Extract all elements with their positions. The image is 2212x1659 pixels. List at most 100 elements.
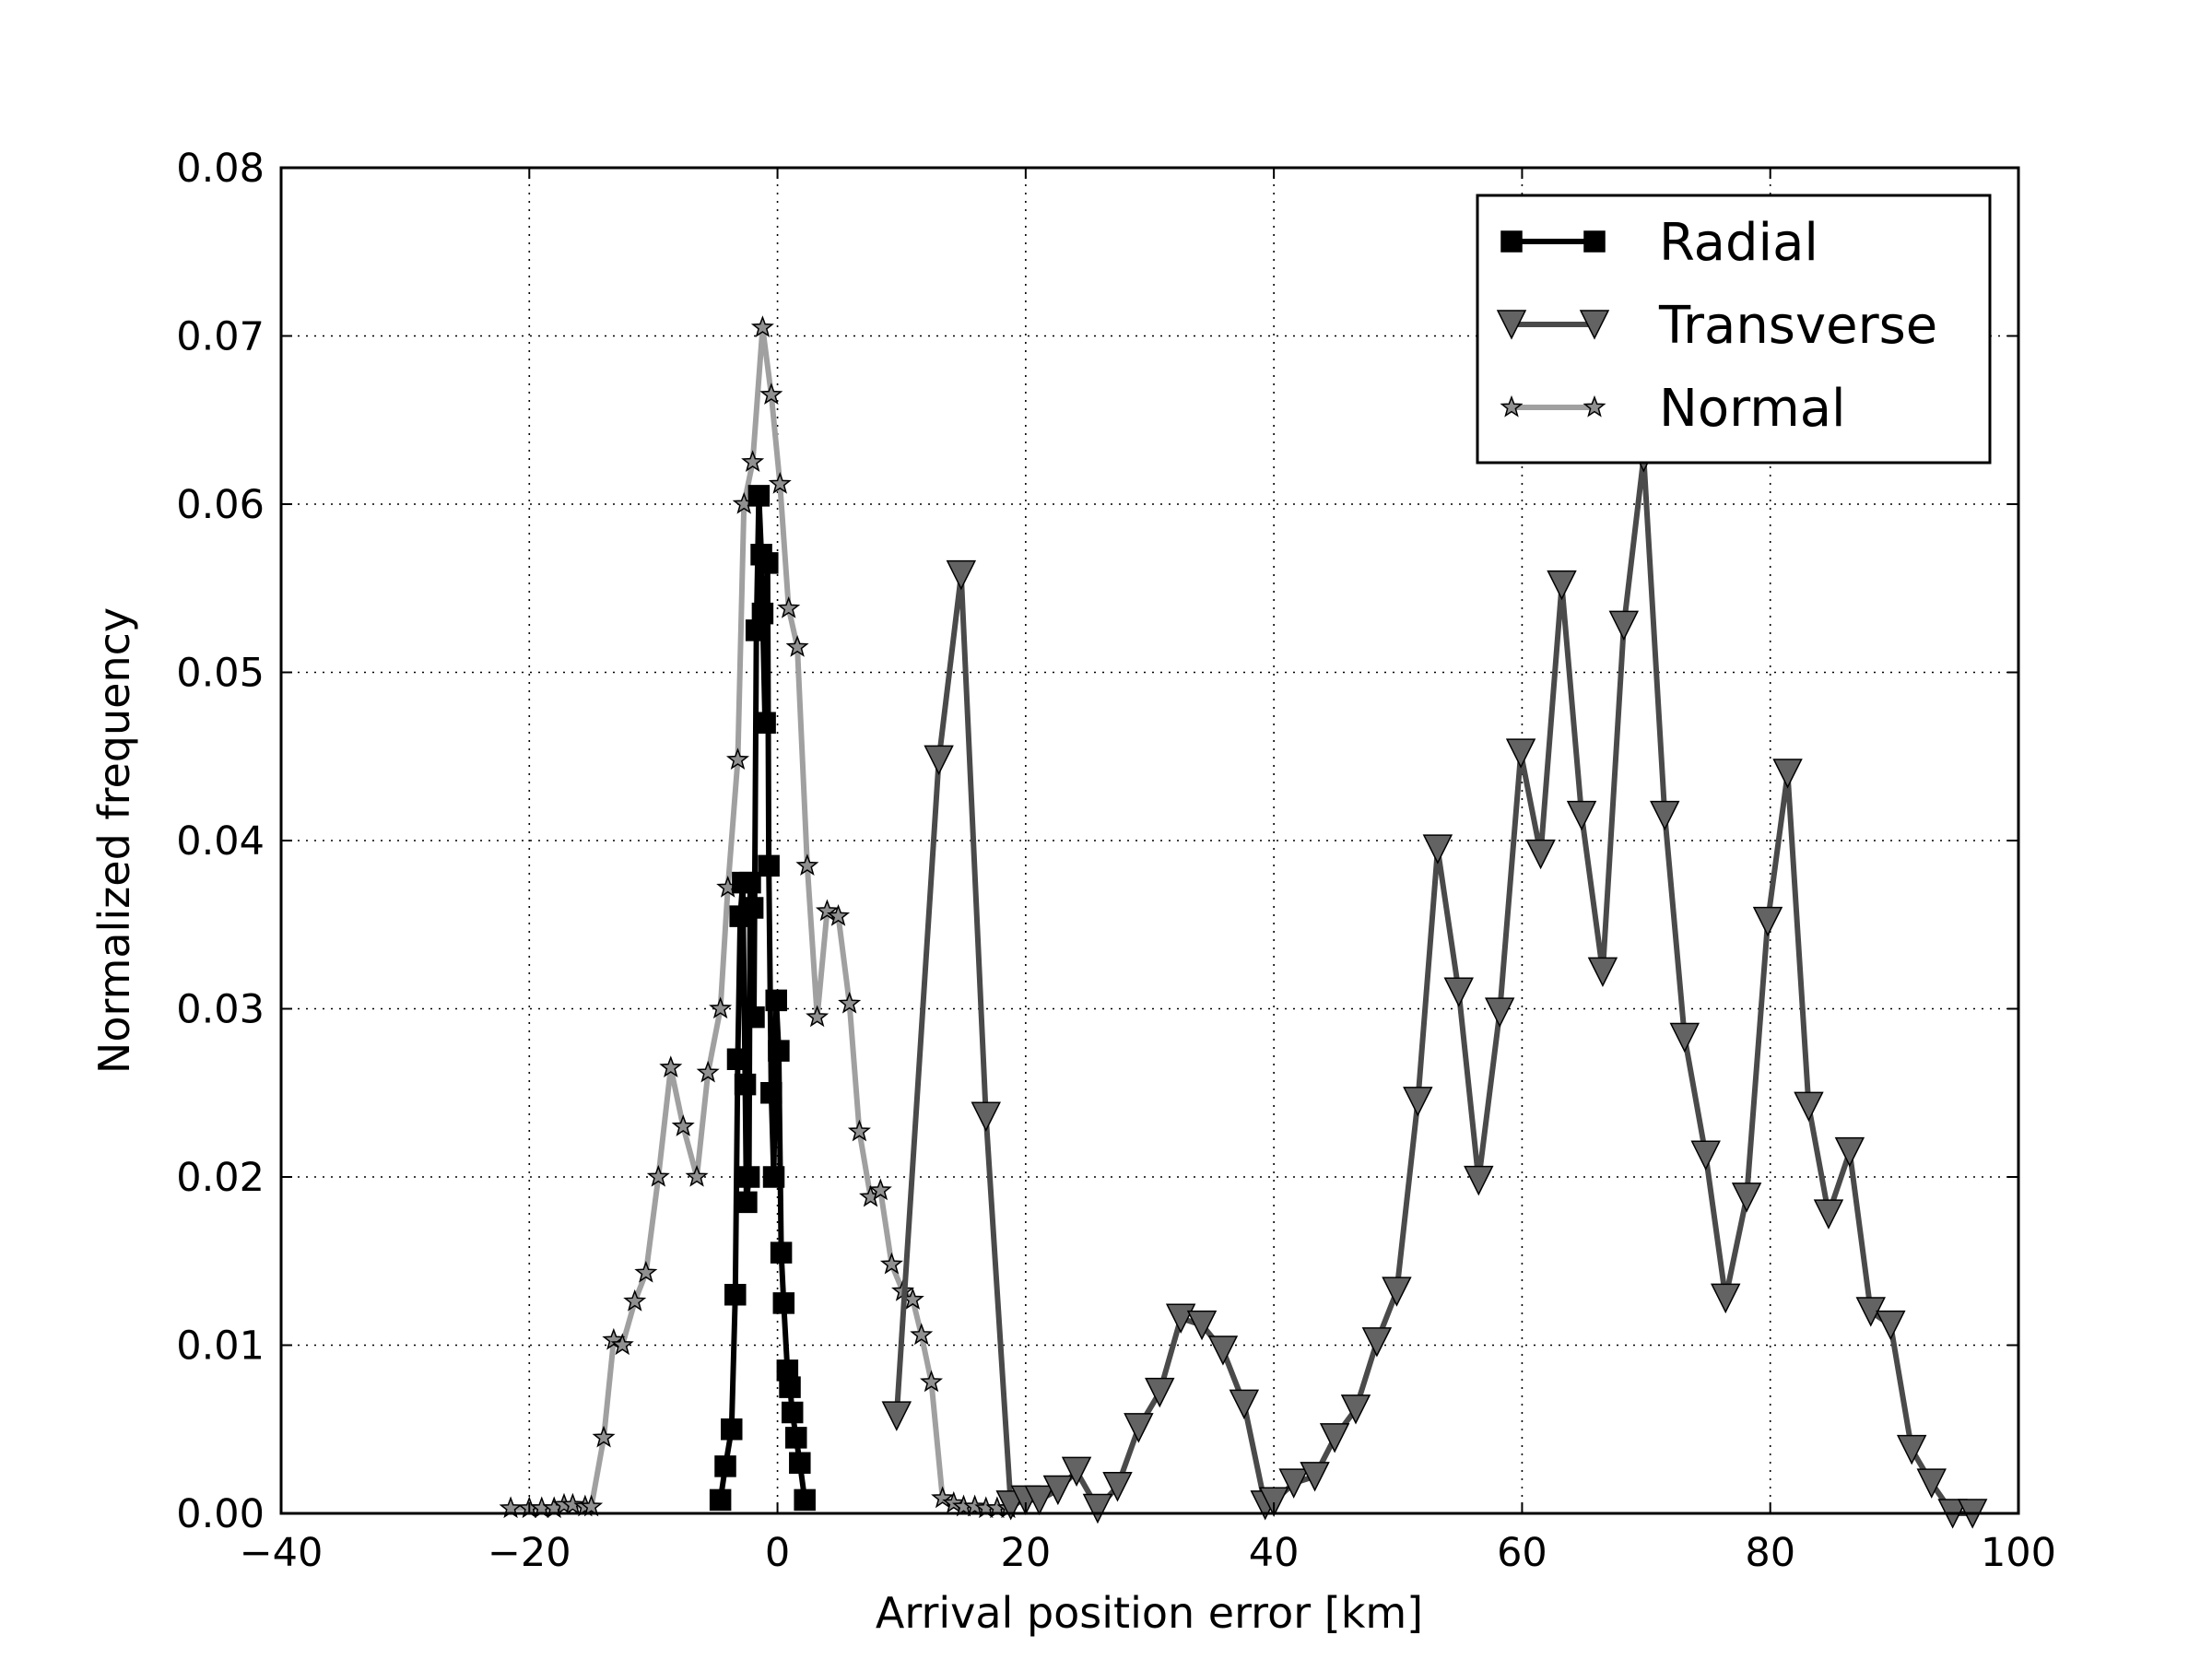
data-point-transverse — [1278, 1468, 1309, 1499]
legend-marker-radial — [1583, 230, 1606, 253]
data-point-radial — [789, 1452, 811, 1474]
data-point-transverse — [1229, 1389, 1260, 1420]
y-tick-label: 0.04 — [176, 818, 265, 865]
data-point-transverse — [1102, 1472, 1133, 1502]
x-tick-label: 0 — [765, 1530, 790, 1576]
data-point-transverse — [1876, 1310, 1906, 1341]
data-point-transverse — [1525, 839, 1556, 870]
data-point-transverse — [1300, 1462, 1330, 1492]
data-point-normal — [910, 1323, 934, 1346]
data-point-normal — [750, 315, 774, 338]
x-tick-label: −20 — [488, 1530, 571, 1576]
y-axis-label: Normalized frequency — [89, 607, 139, 1074]
data-point-transverse — [1082, 1493, 1113, 1524]
data-point-transverse — [1207, 1335, 1239, 1366]
legend-marker-radial — [1500, 230, 1523, 253]
data-point-normal — [759, 382, 783, 406]
data-point-radial — [772, 1292, 795, 1314]
data-point-radial — [757, 552, 779, 574]
data-point-transverse — [1443, 977, 1474, 1007]
x-tick-label: 80 — [1745, 1530, 1795, 1576]
data-point-transverse — [1422, 834, 1453, 865]
series-transverse — [881, 442, 1988, 1529]
x-tick-label: −40 — [240, 1530, 324, 1576]
data-point-transverse — [1042, 1475, 1074, 1506]
data-point-radial — [737, 1166, 760, 1188]
data-point-transverse — [1566, 800, 1597, 831]
legend-label-radial: Radial — [1659, 213, 1818, 273]
data-point-transverse — [924, 745, 954, 776]
y-tick-label: 0.02 — [176, 1155, 265, 1201]
data-point-normal — [696, 1060, 720, 1083]
legend-marker-normal — [1583, 394, 1606, 418]
data-point-normal — [725, 747, 750, 771]
data-point-transverse — [1752, 906, 1783, 937]
data-point-normal — [592, 1425, 616, 1448]
data-point-transverse — [1061, 1456, 1092, 1488]
data-point-transverse — [1165, 1303, 1196, 1334]
data-point-transverse — [971, 1101, 1001, 1132]
data-point-transverse — [1916, 1468, 1947, 1499]
data-point-normal — [920, 1370, 944, 1393]
series-radial — [709, 485, 816, 1512]
data-point-transverse — [1669, 1022, 1700, 1053]
data-point-transverse — [1834, 1136, 1865, 1168]
data-point-normal — [868, 1178, 892, 1201]
data-point-radial — [785, 1427, 807, 1449]
data-point-transverse — [1124, 1413, 1154, 1443]
data-point-radial — [735, 1191, 758, 1214]
data-point-normal — [785, 634, 809, 657]
legend-entry-normal: Normal — [1500, 379, 1846, 439]
data-point-normal — [815, 899, 839, 922]
data-point-normal — [671, 1114, 695, 1136]
data-point-transverse — [1813, 1199, 1844, 1230]
data-point-radial — [751, 602, 774, 625]
data-point-normal — [963, 1494, 987, 1517]
data-point-normal — [602, 1327, 626, 1350]
data-point-normal — [659, 1055, 683, 1078]
legend-label-normal: Normal — [1659, 379, 1846, 439]
data-point-normal — [806, 1005, 830, 1028]
data-point-transverse — [1608, 610, 1640, 641]
data-point-transverse — [881, 1401, 912, 1431]
legend-entry-radial: Radial — [1500, 213, 1818, 273]
data-point-radial — [779, 1376, 801, 1398]
data-point-transverse — [1484, 997, 1515, 1028]
data-point-transverse — [1731, 1182, 1762, 1213]
y-tick-label: 0.00 — [176, 1491, 265, 1537]
data-point-normal — [827, 903, 851, 926]
data-point-normal — [560, 1492, 584, 1515]
data-point-transverse — [1403, 1087, 1433, 1117]
data-point-normal — [847, 1119, 871, 1142]
data-point-transverse — [1896, 1434, 1927, 1465]
data-point-normal — [741, 450, 765, 473]
data-point-radial — [762, 1166, 785, 1188]
legend-label-transverse: Transverse — [1658, 296, 1937, 356]
x-tick-label: 60 — [1497, 1530, 1547, 1576]
data-point-transverse — [1361, 1327, 1393, 1358]
data-point-radial — [709, 1488, 732, 1512]
data-point-normal — [580, 1494, 604, 1517]
data-point-radial — [739, 871, 761, 894]
data-point-transverse — [1186, 1310, 1218, 1341]
legend-marker-transverse — [1496, 310, 1527, 340]
data-point-normal — [777, 595, 801, 618]
data-point-normal — [838, 991, 862, 1014]
x-axis-label: Arrival position error [km] — [876, 1588, 1423, 1638]
data-point-transverse — [1024, 1485, 1054, 1516]
series-line-normal — [511, 324, 1009, 1512]
data-point-normal — [685, 1164, 709, 1187]
data-point-normal — [879, 1252, 903, 1275]
data-point-radial — [760, 1082, 782, 1104]
data-point-transverse — [1505, 738, 1536, 769]
y-tick-label: 0.05 — [176, 651, 265, 697]
data-point-radial — [721, 1418, 743, 1441]
data-point-radial — [724, 1284, 747, 1306]
data-point-radial — [726, 1048, 749, 1070]
y-tick-label: 0.08 — [176, 146, 265, 192]
y-tick-label: 0.07 — [176, 314, 265, 360]
data-point-normal — [610, 1333, 634, 1356]
data-point-radial — [758, 854, 780, 877]
data-point-radial — [768, 1040, 790, 1062]
data-point-normal — [768, 471, 792, 494]
